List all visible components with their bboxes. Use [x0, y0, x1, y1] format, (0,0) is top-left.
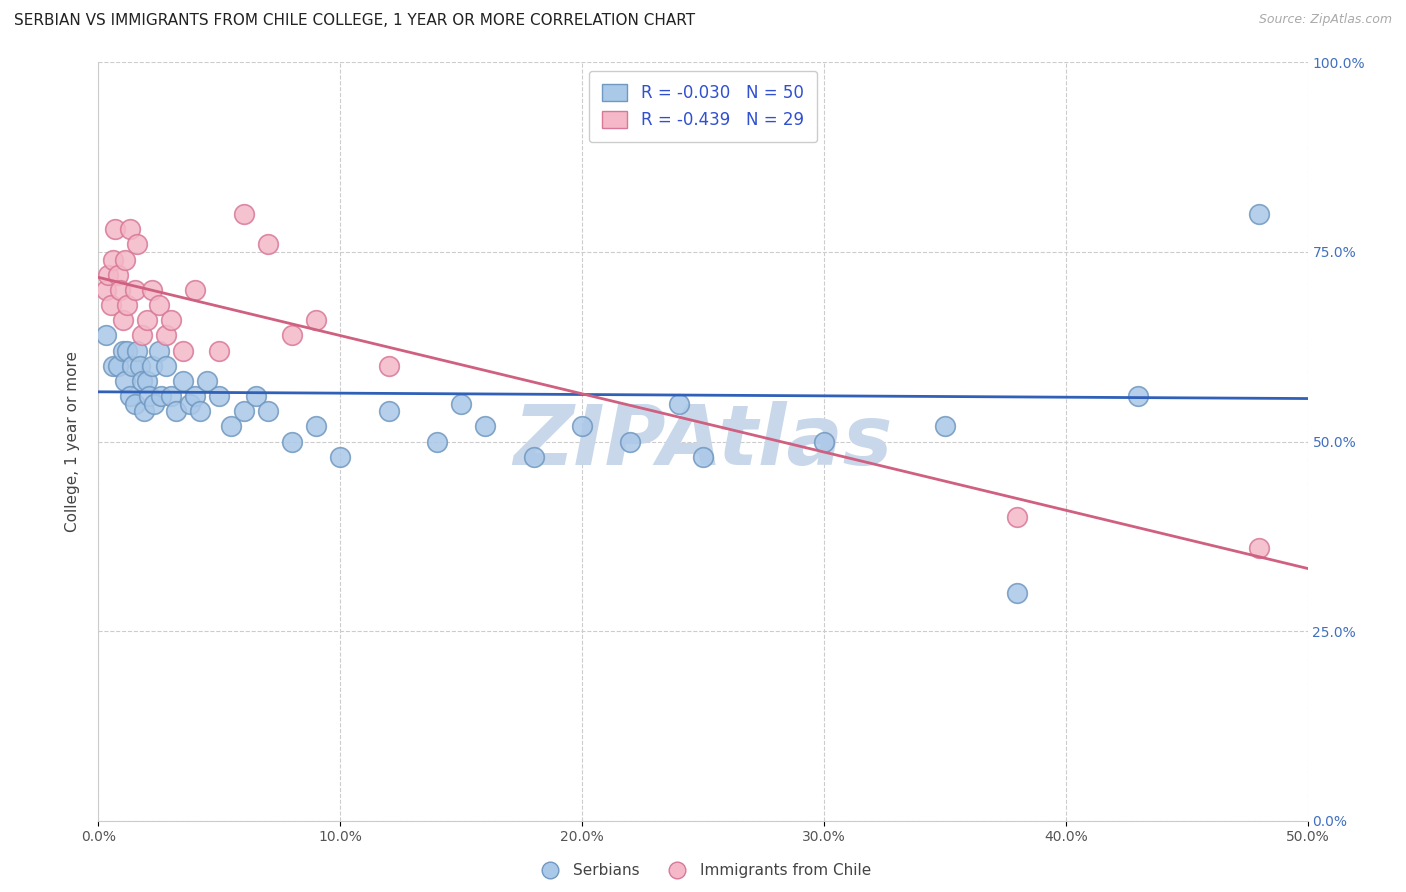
Point: [305, 313, 328, 327]
Point: [124, 396, 146, 410]
Point: [1249, 541, 1271, 555]
Point: [160, 389, 183, 403]
Legend: Serbians, Immigrants from Chile: Serbians, Immigrants from Chile: [529, 857, 877, 884]
Point: [208, 389, 231, 403]
Point: [1007, 510, 1029, 524]
Point: [377, 404, 399, 418]
Point: [474, 419, 496, 434]
Point: [100, 298, 122, 312]
Point: [141, 283, 163, 297]
Point: [619, 434, 641, 449]
Point: [114, 252, 136, 267]
Point: [127, 237, 149, 252]
Point: [165, 404, 187, 418]
Point: [124, 283, 146, 297]
Point: [281, 328, 304, 343]
Point: [195, 374, 218, 388]
Point: [188, 404, 211, 418]
Point: [232, 207, 254, 221]
Point: [94, 328, 117, 343]
Point: [101, 359, 124, 373]
Point: [127, 343, 149, 358]
Point: [117, 298, 139, 312]
Legend: R = -0.030   N = 50, R = -0.439   N = 29: R = -0.030 N = 50, R = -0.439 N = 29: [589, 70, 817, 142]
Point: [114, 374, 136, 388]
Point: [426, 434, 449, 449]
Point: [131, 374, 153, 388]
Point: [305, 419, 328, 434]
Point: [221, 419, 243, 434]
Point: [141, 359, 163, 373]
Point: [692, 450, 714, 464]
Point: [765, 86, 787, 100]
Point: [143, 396, 166, 410]
Point: [148, 343, 170, 358]
Point: [160, 313, 183, 327]
Point: [668, 396, 690, 410]
Point: [104, 222, 127, 236]
Point: [208, 343, 231, 358]
Point: [111, 343, 134, 358]
Point: [329, 450, 352, 464]
Point: [117, 343, 139, 358]
Point: [128, 359, 150, 373]
Point: [245, 389, 267, 403]
Point: [1128, 389, 1150, 403]
Point: [150, 389, 173, 403]
Point: [108, 283, 131, 297]
Point: [813, 434, 835, 449]
Point: [118, 389, 141, 403]
Point: [138, 389, 160, 403]
Point: [1007, 586, 1029, 600]
Point: [281, 434, 304, 449]
Point: [1249, 207, 1271, 221]
Point: [94, 283, 117, 297]
Point: [134, 404, 156, 418]
Point: [107, 359, 129, 373]
Point: [97, 268, 120, 282]
Point: [232, 404, 254, 418]
Point: [172, 374, 194, 388]
Text: Source: ZipAtlas.com: Source: ZipAtlas.com: [1258, 13, 1392, 27]
Point: [101, 252, 124, 267]
Point: [523, 450, 546, 464]
Point: [135, 313, 157, 327]
Point: [121, 359, 143, 373]
Point: [148, 298, 170, 312]
Point: [118, 222, 141, 236]
Point: [131, 328, 153, 343]
Point: [179, 396, 201, 410]
Point: [155, 359, 177, 373]
Point: [450, 396, 472, 410]
Point: [934, 419, 956, 434]
Y-axis label: College, 1 year or more: College, 1 year or more: [65, 351, 80, 532]
Point: [256, 237, 278, 252]
Point: [571, 419, 593, 434]
Point: [172, 343, 194, 358]
Point: [184, 389, 207, 403]
Point: [155, 328, 177, 343]
Text: SERBIAN VS IMMIGRANTS FROM CHILE COLLEGE, 1 YEAR OR MORE CORRELATION CHART: SERBIAN VS IMMIGRANTS FROM CHILE COLLEGE…: [14, 13, 695, 29]
Point: [184, 283, 207, 297]
Text: ZIPAtlas: ZIPAtlas: [513, 401, 893, 482]
Point: [256, 404, 278, 418]
Point: [111, 313, 134, 327]
Point: [135, 374, 157, 388]
Point: [107, 268, 129, 282]
Point: [377, 359, 399, 373]
